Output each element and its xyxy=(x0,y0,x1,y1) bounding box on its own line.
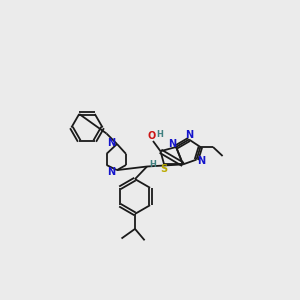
Text: H: H xyxy=(156,130,163,139)
Text: H: H xyxy=(149,160,156,169)
Text: S: S xyxy=(160,164,168,174)
Text: N: N xyxy=(107,137,116,148)
Text: N: N xyxy=(168,139,177,149)
Text: N: N xyxy=(107,167,116,177)
Text: N: N xyxy=(185,130,193,140)
Text: N: N xyxy=(197,155,205,166)
Text: O: O xyxy=(148,131,156,141)
